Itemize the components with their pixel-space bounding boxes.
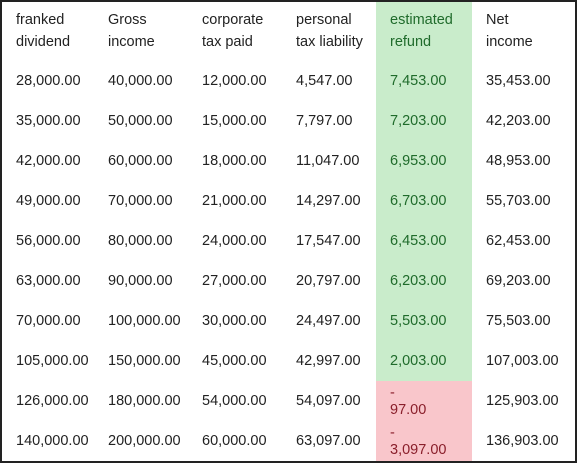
header-row: franked dividend Gross income corporate …: [1, 1, 576, 61]
header-estimated-refund-line2: refund: [390, 34, 432, 50]
cell-gross-income: 40,000.00: [108, 73, 173, 89]
table-row: 49,000.00 70,000.00 21,000.00 14,297.00 …: [1, 181, 576, 221]
table-row: 140,000.00 200,000.00 60,000.00 63,097.0…: [1, 421, 576, 462]
cell-gross-income: 150,000.00: [108, 353, 181, 369]
negative-sign: -: [390, 425, 395, 441]
cell-estimated-refund: 6,453.00: [376, 221, 472, 261]
cell-net-income: 75,503.00: [486, 313, 551, 329]
cell-net-income: 55,703.00: [486, 193, 551, 209]
cell-franked-dividend: 70,000.00: [16, 313, 81, 329]
cell-gross-income: 200,000.00: [108, 433, 181, 449]
cell-gross-income: 70,000.00: [108, 193, 173, 209]
cell-franked-dividend: 28,000.00: [16, 73, 81, 89]
header-net-income-line1: Net: [486, 12, 509, 28]
header-corporate-tax-paid: corporate tax paid: [188, 1, 282, 61]
table-row: 70,000.00 100,000.00 30,000.00 24,497.00…: [1, 301, 576, 341]
table-row: 42,000.00 60,000.00 18,000.00 11,047.00 …: [1, 141, 576, 181]
header-gross-income: Gross income: [94, 1, 188, 61]
negative-sign: -: [390, 385, 395, 401]
cell-corporate-tax-paid: 24,000.00: [202, 233, 267, 249]
cell-estimated-refund-negative: - 97.00: [376, 381, 472, 421]
cell-franked-dividend: 56,000.00: [16, 233, 81, 249]
negative-refund-amount: 3,097.00: [390, 442, 447, 458]
cell-personal-tax-liability: 20,797.00: [296, 273, 361, 289]
cell-estimated-refund: 6,203.00: [376, 261, 472, 301]
cell-net-income: 48,953.00: [486, 153, 551, 169]
cell-franked-dividend: 126,000.00: [16, 393, 89, 409]
header-personal-tax-liability: personal tax liability: [282, 1, 376, 61]
header-corporate-tax-paid-line2: tax paid: [202, 34, 253, 50]
cell-personal-tax-liability: 14,297.00: [296, 193, 361, 209]
negative-refund-wrap: - 3,097.00: [390, 421, 472, 459]
header-estimated-refund: estimated refund: [376, 1, 472, 61]
cell-gross-income: 50,000.00: [108, 113, 173, 129]
cell-estimated-refund: 2,003.00: [376, 341, 472, 381]
cell-corporate-tax-paid: 18,000.00: [202, 153, 267, 169]
cell-franked-dividend: 49,000.00: [16, 193, 81, 209]
header-franked-dividend-line1: franked: [16, 12, 65, 28]
cell-estimated-refund-negative: - 3,097.00: [376, 421, 472, 462]
cell-corporate-tax-paid: 27,000.00: [202, 273, 267, 289]
header-franked-dividend: franked dividend: [1, 1, 94, 61]
table-row: 126,000.00 180,000.00 54,000.00 54,097.0…: [1, 381, 576, 421]
cell-corporate-tax-paid: 45,000.00: [202, 353, 267, 369]
negative-refund-wrap: - 97.00: [390, 381, 472, 419]
table-row: 63,000.00 90,000.00 27,000.00 20,797.00 …: [1, 261, 576, 301]
cell-corporate-tax-paid: 60,000.00: [202, 433, 267, 449]
header-net-income-line2: income: [486, 34, 533, 50]
cell-gross-income: 100,000.00: [108, 313, 181, 329]
cell-corporate-tax-paid: 54,000.00: [202, 393, 267, 409]
table-row: 28,000.00 40,000.00 12,000.00 4,547.00 7…: [1, 61, 576, 101]
cell-franked-dividend: 63,000.00: [16, 273, 81, 289]
header-gross-income-line1: Gross: [108, 12, 147, 28]
table-row: 105,000.00 150,000.00 45,000.00 42,997.0…: [1, 341, 576, 381]
cell-personal-tax-liability: 54,097.00: [296, 393, 361, 409]
cell-personal-tax-liability: 4,547.00: [296, 73, 353, 89]
cell-corporate-tax-paid: 21,000.00: [202, 193, 267, 209]
header-estimated-refund-line1: estimated: [390, 12, 453, 28]
cell-gross-income: 90,000.00: [108, 273, 173, 289]
header-franked-dividend-line2: dividend: [16, 34, 71, 50]
cell-net-income: 136,903.00: [486, 433, 559, 449]
cell-gross-income: 80,000.00: [108, 233, 173, 249]
cell-estimated-refund: 6,953.00: [376, 141, 472, 181]
cell-net-income: 62,453.00: [486, 233, 551, 249]
cell-personal-tax-liability: 24,497.00: [296, 313, 361, 329]
negative-refund-amount: 97.00: [390, 402, 427, 418]
table-row: 56,000.00 80,000.00 24,000.00 17,547.00 …: [1, 221, 576, 261]
header-corporate-tax-paid-line1: corporate: [202, 12, 264, 28]
cell-estimated-refund: 5,503.00: [376, 301, 472, 341]
cell-corporate-tax-paid: 15,000.00: [202, 113, 267, 129]
cell-net-income: 125,903.00: [486, 393, 559, 409]
cell-franked-dividend: 42,000.00: [16, 153, 81, 169]
cell-net-income: 69,203.00: [486, 273, 551, 289]
cell-personal-tax-liability: 42,997.00: [296, 353, 361, 369]
cell-estimated-refund: 6,703.00: [376, 181, 472, 221]
cell-corporate-tax-paid: 12,000.00: [202, 73, 267, 89]
cell-net-income: 42,203.00: [486, 113, 551, 129]
cell-personal-tax-liability: 63,097.00: [296, 433, 361, 449]
header-personal-tax-liability-line2: tax liability: [296, 34, 363, 50]
cell-gross-income: 60,000.00: [108, 153, 173, 169]
table-row: 35,000.00 50,000.00 15,000.00 7,797.00 7…: [1, 101, 576, 141]
cell-personal-tax-liability: 17,547.00: [296, 233, 361, 249]
cell-net-income: 35,453.00: [486, 73, 551, 89]
cell-net-income: 107,003.00: [486, 353, 559, 369]
cell-franked-dividend: 105,000.00: [16, 353, 89, 369]
cell-corporate-tax-paid: 30,000.00: [202, 313, 267, 329]
cell-gross-income: 180,000.00: [108, 393, 181, 409]
cell-personal-tax-liability: 7,797.00: [296, 113, 353, 129]
cell-estimated-refund: 7,203.00: [376, 101, 472, 141]
header-net-income: Net income: [472, 1, 576, 61]
cell-personal-tax-liability: 11,047.00: [296, 153, 360, 169]
cell-estimated-refund: 7,453.00: [376, 61, 472, 101]
header-gross-income-line2: income: [108, 34, 155, 50]
cell-franked-dividend: 140,000.00: [16, 433, 89, 449]
cell-franked-dividend: 35,000.00: [16, 113, 81, 129]
header-personal-tax-liability-line1: personal: [296, 12, 352, 28]
